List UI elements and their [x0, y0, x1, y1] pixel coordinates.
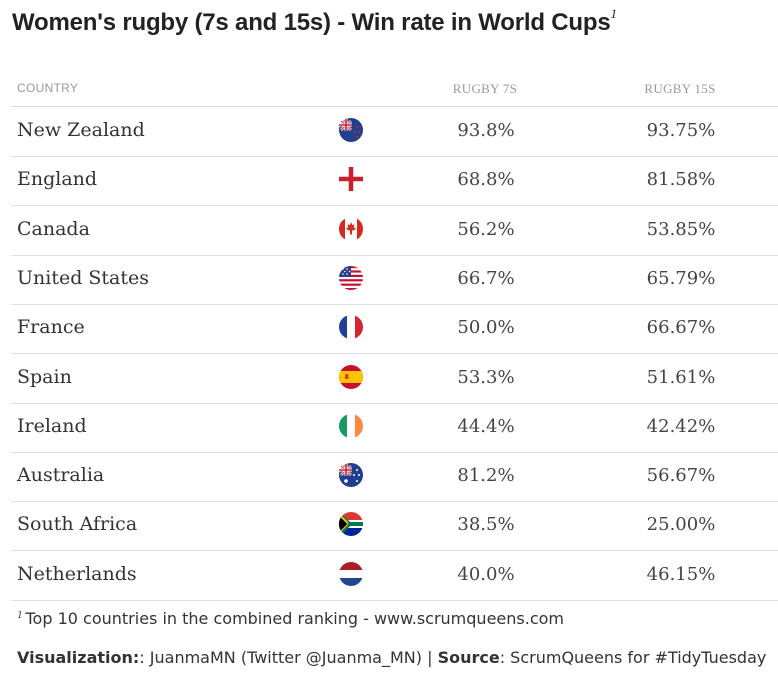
- flag-netherlands-icon: [339, 561, 363, 586]
- country-name: Spain: [17, 365, 72, 388]
- footnote: 1 Top 10 countries in the combined rankin…: [17, 609, 564, 628]
- country-name: Ireland: [17, 414, 87, 437]
- rugby7-value: 56.2%: [457, 218, 515, 240]
- country-name: France: [17, 316, 85, 339]
- rugby7-value: 44.4%: [457, 415, 515, 437]
- flag-united-states-icon: [339, 265, 363, 290]
- credits-source-value: : ScrumQueens for #TidyTuesday: [499, 648, 767, 667]
- table-row: South Africa 38.5% 25.00%: [11, 501, 778, 552]
- flag-ireland-icon: [339, 413, 363, 438]
- credits-viz-label: Visualization:: [17, 648, 140, 667]
- column-header-rugby15: RUGBY 15S: [644, 81, 716, 96]
- header-divider: [11, 106, 778, 107]
- title-note-marker: 1: [610, 6, 617, 21]
- flag-england-icon: [339, 167, 363, 192]
- credits: Visualization:: JuanmaMN (Twitter @Juanm…: [17, 648, 766, 667]
- chart-title: Women's rugby (7s and 15s) - Win rate in…: [12, 6, 617, 37]
- table-row: Australia 81.2% 56.67%: [11, 452, 778, 503]
- country-name: United States: [17, 266, 150, 289]
- table-row: Canada 56.2% 53.85%: [11, 206, 778, 256]
- flag-france-icon: [339, 315, 363, 340]
- rugby15-value: 42.42%: [646, 415, 716, 437]
- rugby7-value: 40.0%: [457, 563, 515, 585]
- flag-south-africa-icon: [339, 512, 363, 537]
- table-row: New Zealand 93.8% 93.75%: [11, 107, 778, 157]
- table-row: Netherlands 40.0% 46.15%: [11, 551, 778, 601]
- table-row: United States 66.7% 65.79%: [11, 255, 778, 305]
- column-header-rugby7: RUGBY 7S: [452, 81, 518, 96]
- rugby15-value: 65.79%: [646, 267, 716, 289]
- rugby7-value: 50.0%: [457, 317, 515, 339]
- flag-canada-icon: [339, 216, 363, 241]
- rugby7-value: 53.3%: [457, 366, 515, 388]
- country-name: Canada: [17, 217, 90, 240]
- title-text: Women's rugby (7s and 15s) - Win rate in…: [12, 9, 611, 36]
- table-row: Ireland 44.4% 42.42%: [11, 403, 778, 453]
- rugby15-value: 56.67%: [646, 465, 716, 487]
- rugby15-value: 53.85%: [646, 218, 716, 240]
- rugby7-value: 68.8%: [457, 169, 515, 191]
- rugby15-value: 81.58%: [646, 169, 716, 191]
- rugby15-value: 51.61%: [646, 366, 716, 388]
- rugby7-value: 81.2%: [457, 465, 515, 487]
- country-name: Netherlands: [17, 562, 137, 585]
- credits-source-label: Source: [437, 648, 500, 667]
- rugby15-value: 25.00%: [646, 514, 716, 536]
- rugby15-value: 93.75%: [646, 120, 716, 141]
- rugby15-value: 66.67%: [646, 317, 716, 339]
- table-row: France 50.0% 66.67%: [11, 304, 778, 355]
- footnote-text: Top 10 countries in the combined ranking…: [25, 609, 564, 628]
- rugby15-value: 46.15%: [646, 563, 716, 585]
- rugby7-value: 38.5%: [457, 514, 515, 536]
- credits-viz-value: : JuanmaMN (Twitter @Juanma_MN) |: [139, 648, 438, 667]
- country-name: England: [17, 168, 98, 191]
- table-row: England 68.8% 81.58%: [11, 156, 778, 207]
- rugby7-value: 93.8%: [457, 120, 515, 141]
- country-name: New Zealand: [17, 119, 145, 141]
- country-name: South Africa: [17, 513, 138, 536]
- footnote-marker: 1: [17, 609, 23, 621]
- rugby7-value: 66.7%: [457, 267, 515, 289]
- column-header-country: COUNTRY: [17, 81, 79, 95]
- flag-spain-icon: [339, 364, 363, 389]
- flag-australia-icon: [339, 463, 363, 488]
- table-row: Spain 53.3% 51.61%: [11, 354, 778, 404]
- country-name: Australia: [17, 464, 105, 487]
- flag-new-zealand-icon: [339, 118, 363, 142]
